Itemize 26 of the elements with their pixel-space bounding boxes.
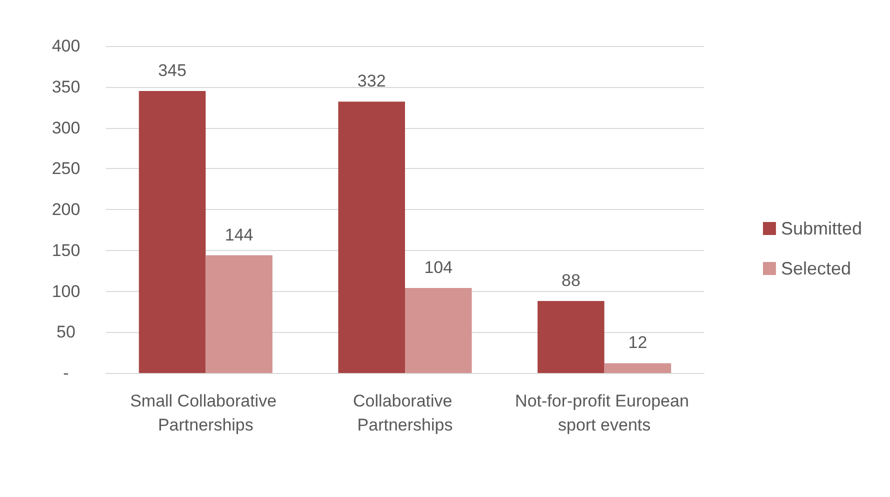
- bar: [138, 90, 206, 373]
- data-label: 345: [158, 60, 186, 80]
- bar: [206, 255, 272, 373]
- data-label: 332: [357, 72, 386, 91]
- y-tick-label: 400: [52, 36, 80, 56]
- data-label: 104: [424, 258, 453, 277]
- data-label: 144: [224, 225, 254, 244]
- y-tick-label: 150: [52, 240, 80, 260]
- y-tick-label: 200: [52, 200, 80, 219]
- data-label: 12: [628, 333, 648, 352]
- y-tick-label: 350: [52, 77, 80, 96]
- bar: [538, 301, 604, 373]
- legend-label: Submitted: [780, 218, 862, 238]
- legend-label: Selected: [780, 258, 852, 278]
- x-tick-label: Small Collaborative Partnerships: [130, 392, 282, 434]
- y-tick-label: 250: [52, 159, 80, 178]
- y-tick-label: 50: [56, 322, 76, 342]
- bar: [405, 288, 472, 373]
- bar: [604, 363, 672, 373]
- y-tick-label: 300: [52, 118, 80, 138]
- y-tick-label: 100: [52, 282, 80, 301]
- bar: [338, 102, 405, 373]
- data-label: 88: [561, 271, 580, 290]
- x-tick-label: Not-for-profit European sport events: [515, 392, 694, 434]
- x-tick-label: Collaborative Partnerships: [353, 392, 457, 434]
- y-tick-label: -: [63, 364, 69, 382]
